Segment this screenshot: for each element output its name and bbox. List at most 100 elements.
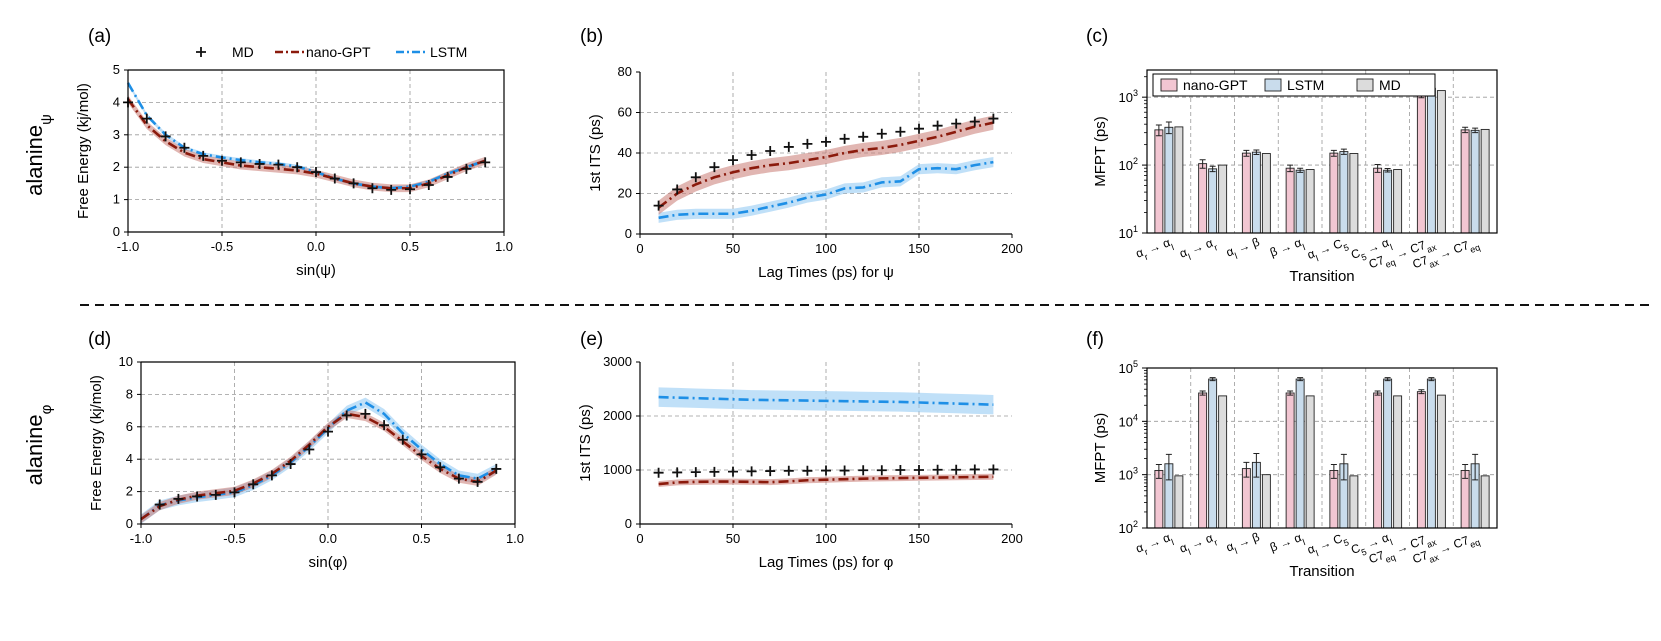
x-tick-label: -0.5 <box>223 531 245 546</box>
error-bar <box>1165 453 1172 481</box>
md-point <box>839 465 850 476</box>
category-label-part: 5 <box>1342 537 1350 548</box>
legend: MD nano-GPT LSTM <box>196 44 467 60</box>
category-label-part: β <box>1250 530 1261 546</box>
tick-base: 10 <box>1119 414 1133 429</box>
x-tick-label: 0.0 <box>307 239 325 254</box>
legend-label: MD <box>1379 77 1401 93</box>
md-point <box>858 465 869 476</box>
error-bar <box>1340 453 1347 481</box>
bar <box>1241 152 1251 234</box>
category-label: C7ax → C7eq <box>1411 530 1482 570</box>
md-point <box>198 150 209 161</box>
error-bar <box>1209 377 1216 382</box>
category-label: β → αl <box>1268 530 1307 559</box>
bar <box>1285 167 1295 234</box>
md-point <box>932 120 943 131</box>
md-point <box>453 473 464 484</box>
md-point <box>179 142 190 153</box>
axes-frame <box>1146 69 1498 234</box>
bar <box>1261 474 1271 529</box>
y-tick-label: 10 <box>119 354 133 369</box>
bar <box>1208 168 1218 234</box>
category-label-part: → <box>1233 532 1255 552</box>
category-label-part: l <box>1233 546 1238 556</box>
row-label-base: alanine <box>22 414 47 485</box>
x-tick-label: 50 <box>726 241 740 256</box>
legend-gpt-label: nano-GPT <box>306 44 371 60</box>
y-axis-label: Free Energy (kj/mol) <box>75 83 92 219</box>
bar <box>1295 378 1305 529</box>
tick-exponent: 3 <box>1133 88 1138 98</box>
tick-exponent: 5 <box>1133 359 1138 369</box>
tick-exponent: 2 <box>1133 156 1138 166</box>
md-point <box>323 426 333 437</box>
bar <box>1383 378 1393 529</box>
x-tick-label: 200 <box>1001 241 1023 256</box>
axes-frame-top-right <box>128 69 505 232</box>
category-label-part: r <box>1143 252 1149 262</box>
tick-exponent: 2 <box>1133 519 1138 529</box>
x-tick-label: -1.0 <box>130 531 152 546</box>
category-label: C7eq → C7ax <box>1367 234 1438 275</box>
category-label: αl → αr <box>1178 235 1219 265</box>
legend-swatch <box>1356 78 1374 92</box>
gpt-confidence-band <box>128 95 486 193</box>
panel-a: (a) -1.0 -0.5 0.0 0.5 1.0 0 1 2 3 4 5 sin(ψ) Free Ene… <box>75 26 513 279</box>
x-tick-label: 0 <box>636 531 643 546</box>
y-tick-label: 101 <box>1119 224 1138 241</box>
x-tick-label: 0 <box>636 241 643 256</box>
legend-swatch <box>1264 78 1282 92</box>
md-point <box>802 465 813 476</box>
lstm-line <box>658 160 994 220</box>
y-tick-label: 0 <box>625 226 632 241</box>
category-label: C7ax → C7eq <box>1411 235 1482 275</box>
y-tick-label: 102 <box>1119 519 1138 536</box>
error-bar <box>1199 390 1206 396</box>
error-bar <box>1253 452 1260 478</box>
bar <box>1480 128 1490 234</box>
bar <box>1393 395 1403 529</box>
bar <box>1416 391 1426 529</box>
y-axis-label: MFPT (ps) <box>1092 116 1109 187</box>
category-label-part: C7 <box>1408 533 1428 552</box>
md-point <box>765 466 776 477</box>
x-tick-label: -1.0 <box>117 239 139 254</box>
category-label-part: α <box>1161 235 1172 251</box>
category-label-part: → <box>1362 238 1384 258</box>
legend-md-marker <box>196 47 206 57</box>
error-bar <box>1428 377 1435 382</box>
category-label-part: β <box>1268 539 1279 555</box>
category-label-part: α <box>1292 530 1303 546</box>
error-bar <box>1165 121 1172 135</box>
category-label-part: ax <box>1425 537 1438 550</box>
error-bar <box>1340 148 1347 155</box>
bar <box>1349 153 1359 234</box>
md-point <box>285 459 296 470</box>
bar <box>1218 164 1228 234</box>
category-label-part: ax <box>1425 242 1438 255</box>
md-point <box>480 157 491 168</box>
category-label: αl → C5 <box>1305 235 1350 266</box>
md-point <box>442 171 453 182</box>
category-label-part: α <box>1178 245 1189 261</box>
error-bar <box>1472 127 1479 134</box>
row-label-base: alanine <box>22 125 47 196</box>
category-label-part: C7 <box>1367 253 1387 272</box>
md-point <box>254 158 265 169</box>
x-axis-label: Transition <box>1289 268 1354 285</box>
bar <box>1329 469 1339 529</box>
category-label-part: α <box>1161 530 1172 546</box>
category-label-part: → <box>1362 533 1384 553</box>
y-tick-label: 3 <box>113 127 120 142</box>
y-tick-label: 102 <box>1119 156 1138 173</box>
category-label-part: l <box>1315 548 1320 558</box>
bar <box>1305 169 1315 234</box>
md-point <box>311 167 321 178</box>
bar <box>1198 392 1208 529</box>
y-tick-label: 103 <box>1119 88 1138 105</box>
category-label-part: l <box>1301 242 1306 252</box>
bar <box>1174 126 1184 234</box>
category-label: C7eq → C7ax <box>1367 529 1438 570</box>
md-point <box>821 136 831 147</box>
